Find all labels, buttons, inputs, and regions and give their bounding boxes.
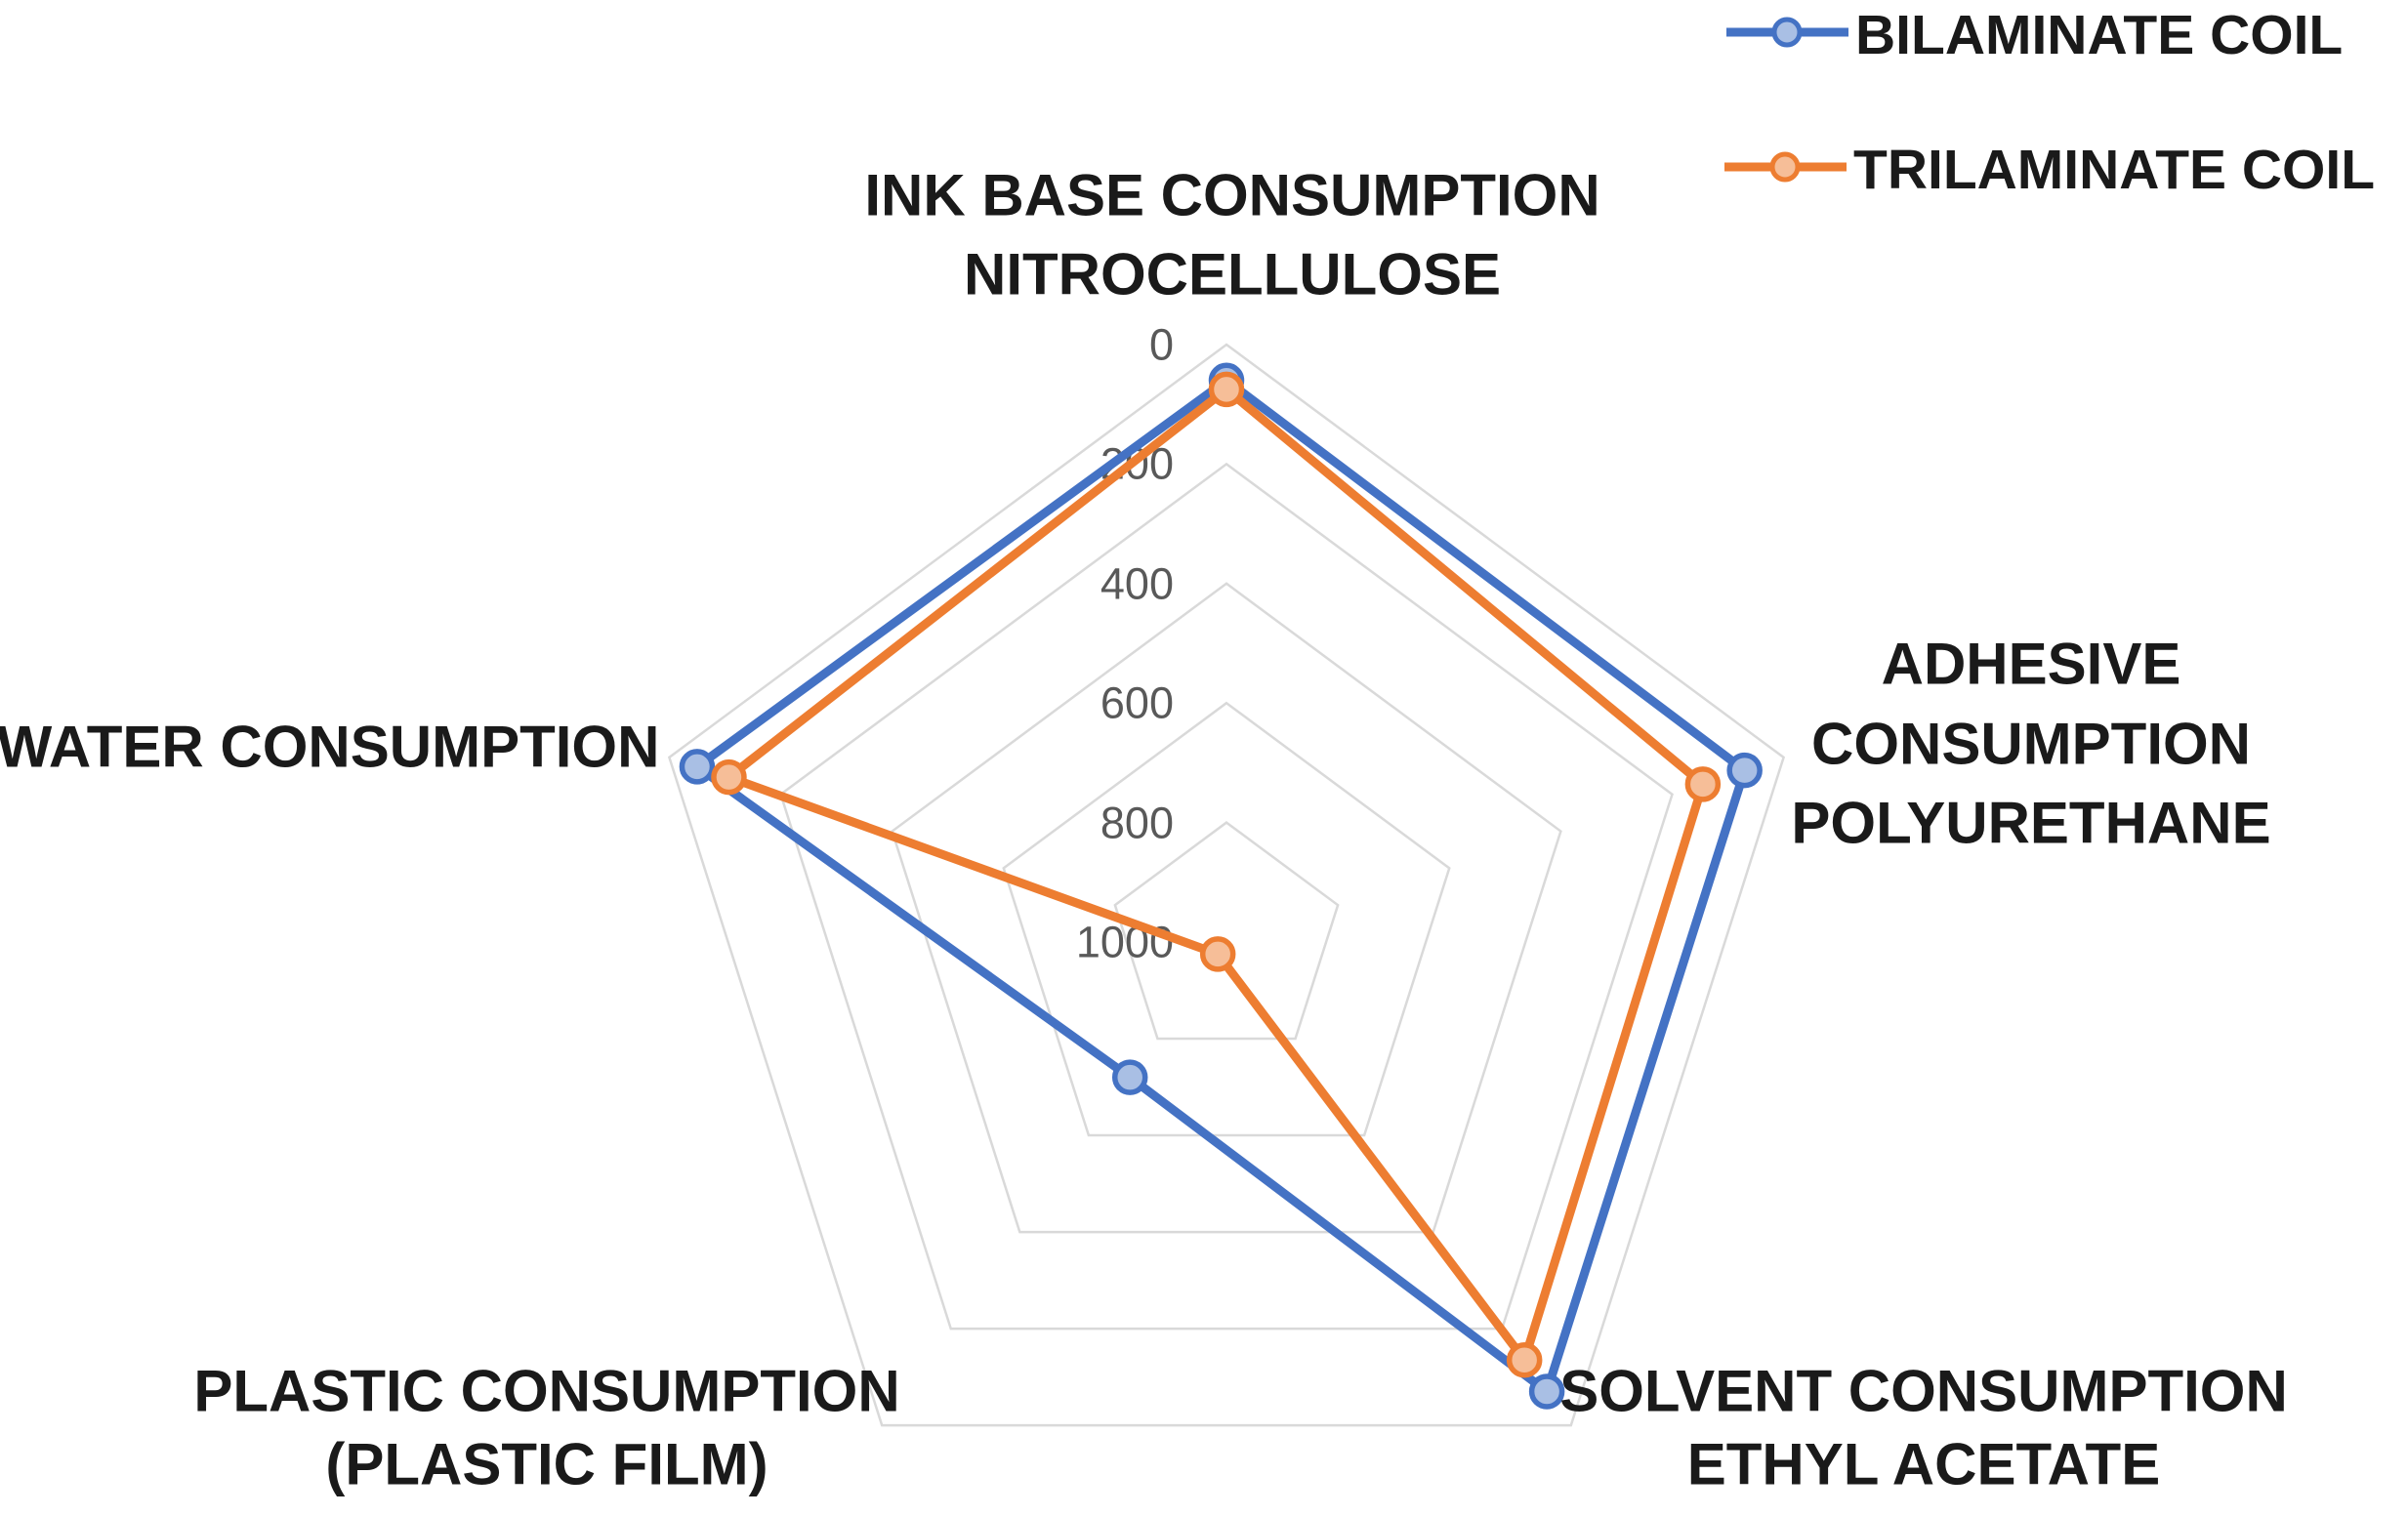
category-labels: INK BASE CONSUMPTION NITROCELLULOSE ADHE… (0, 163, 2288, 1497)
data-point-marker (1506, 1342, 1543, 1378)
data-point-marker (1208, 371, 1245, 408)
series-line (724, 385, 1708, 1365)
data-point-marker (1684, 766, 1722, 802)
legend-label-trilaminate: TRILAMINATE COIL (1853, 139, 2375, 201)
data-point-marker (1528, 1373, 1565, 1410)
axis-label-ink-line2: NITROCELLULOSE (964, 242, 1501, 307)
data-point-marker (1199, 936, 1236, 972)
tick-label-800: 800 (1100, 799, 1174, 848)
legend-label-bilaminate: BILAMINATE COIL (1855, 4, 2343, 66)
legend-marker-icon (1769, 151, 1801, 183)
series-bilaminate (679, 362, 1763, 1410)
tick-label-0: 0 (1149, 320, 1174, 370)
axis-label-adhesive-line1: ADHESIVE (1882, 632, 2181, 697)
data-point-marker (1111, 1059, 1148, 1095)
legend-marker-icon (1771, 17, 1803, 48)
grid-ring (1113, 821, 1340, 1041)
grid-ring (1002, 701, 1451, 1137)
axis-label-adhesive-line2: CONSUMPTION (1811, 712, 2251, 777)
tick-label-400: 400 (1100, 559, 1174, 609)
legend-entry-trilaminate: TRILAMINATE COIL (1724, 139, 2375, 201)
data-point-marker (711, 758, 747, 796)
grid-ring (891, 582, 1562, 1234)
series-line (692, 376, 1750, 1396)
series-trilaminate (711, 371, 1722, 1378)
axis-label-solvent-line1: SOLVENT CONSUMPTION (1559, 1359, 2288, 1424)
axis-label-adhesive-line3: POLYURETHANE (1791, 791, 2270, 856)
legend: BILAMINATE COIL TRILAMINATE COIL (1724, 4, 2375, 201)
axis-label-water: WATER CONSUMPTION (0, 715, 659, 780)
radial-tick-labels: 0 200 400 600 800 1000 (1076, 320, 1174, 967)
grid-ring (667, 343, 1786, 1427)
axis-label-ink-line1: INK BASE CONSUMPTION (864, 163, 1599, 228)
axis-label-plastic-line1: PLASTIC CONSUMPTION (193, 1359, 899, 1424)
tick-label-600: 600 (1100, 678, 1174, 728)
grid-rings (667, 343, 1786, 1427)
data-point-marker (679, 749, 716, 785)
axis-label-solvent-line2: ETHYL ACETATE (1687, 1432, 2160, 1497)
tick-label-1000: 1000 (1076, 918, 1174, 967)
axis-label-plastic-line2: (PLASTIC FILM) (325, 1432, 768, 1497)
series-layer (679, 362, 1763, 1410)
legend-entry-bilaminate: BILAMINATE COIL (1726, 4, 2343, 66)
data-point-marker (1726, 752, 1763, 789)
grid-ring (779, 462, 1674, 1331)
